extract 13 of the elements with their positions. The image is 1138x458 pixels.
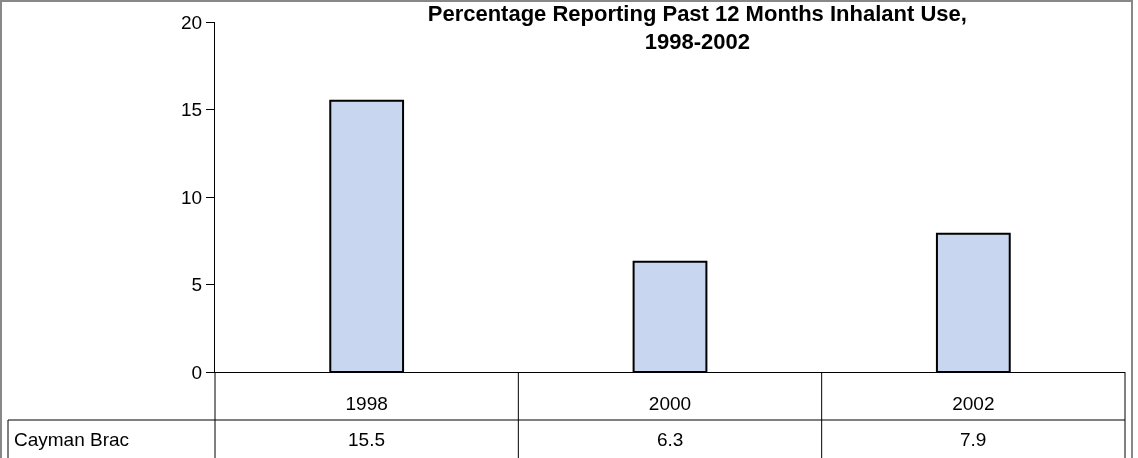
y-tick-label: 15 (181, 99, 203, 121)
y-tick-label: 0 (191, 361, 203, 383)
data-label: 7.9 (960, 429, 987, 450)
y-tick-label: 10 (181, 186, 203, 208)
data-label: 15.5 (348, 429, 385, 450)
legend-label: Cayman Brac (14, 429, 130, 450)
x-tick-label: 2002 (952, 392, 995, 414)
y-tick-label: 5 (191, 274, 203, 296)
chart-title: Percentage Reporting Past 12 Months Inhalant Use, 1998-2002 (427, 0, 967, 55)
y-tick-label: 20 (181, 11, 203, 33)
data-label: 6.3 (657, 429, 684, 450)
x-tick-label: 1998 (345, 392, 388, 414)
x-tick-label: 2000 (648, 392, 692, 414)
